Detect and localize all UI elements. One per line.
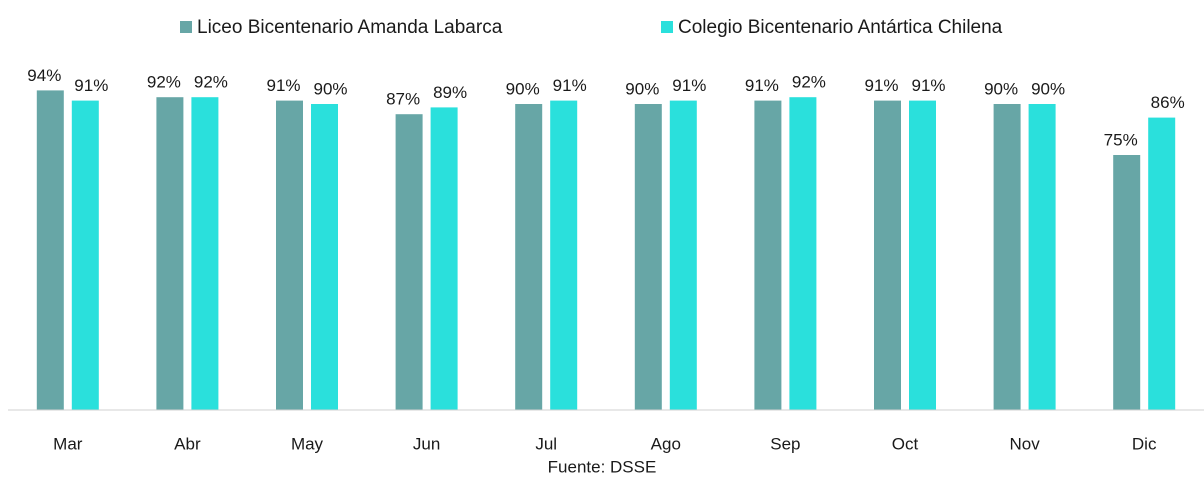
x-tick-label: Jun [413, 434, 440, 453]
data-label: 94% [27, 66, 61, 85]
data-label: 92% [194, 73, 228, 92]
data-label: 91% [911, 76, 945, 95]
source: Fuente: DSSE [548, 457, 657, 476]
bar [909, 100, 936, 410]
bar [71, 100, 99, 410]
data-label: 91% [745, 76, 779, 95]
data-label: 90% [984, 79, 1018, 98]
bar [311, 104, 338, 410]
bar [1148, 117, 1176, 410]
x-tick-label: May [291, 434, 324, 453]
data-label: 91% [74, 76, 108, 95]
data-label: 91% [672, 76, 706, 95]
data-label: 92% [792, 73, 826, 92]
x-tick-label: Ago [651, 434, 681, 453]
data-label: 92% [147, 73, 181, 92]
x-tick-label: Oct [892, 434, 919, 453]
bar [276, 100, 303, 410]
bar [874, 100, 901, 410]
data-label: 90% [1031, 79, 1065, 98]
legend-label: Colegio Bicentenario Antártica Chilena [678, 17, 1003, 38]
data-label: 89% [433, 83, 467, 102]
bar [754, 100, 782, 410]
bar [993, 104, 1021, 410]
x-tick-label: Sep [770, 434, 800, 453]
bar [1028, 104, 1056, 410]
legend-label: Liceo Bicentenario Amanda Labarca [197, 17, 503, 38]
x-tick-label: Abr [174, 434, 201, 453]
bar [156, 97, 184, 410]
bar [789, 97, 817, 410]
x-tick-label: Dic [1132, 434, 1157, 453]
bar [36, 90, 64, 411]
data-label: 90% [625, 79, 659, 98]
bar [430, 107, 458, 411]
bar [1113, 155, 1141, 410]
data-label: 91% [553, 76, 587, 95]
bar [634, 104, 662, 410]
bar [191, 97, 219, 410]
data-label: 87% [386, 90, 420, 109]
data-label: 90% [506, 79, 540, 98]
bar [669, 100, 697, 410]
legend-swatch [661, 21, 673, 33]
legend-swatch [180, 21, 192, 33]
bar [395, 114, 423, 410]
x-tick-label: Jul [535, 434, 557, 453]
data-label: 91% [864, 76, 898, 95]
bar [515, 104, 543, 410]
bar [550, 100, 578, 410]
x-tick-label: Mar [53, 434, 83, 453]
data-label: 86% [1151, 93, 1185, 112]
data-label: 90% [313, 79, 347, 98]
data-label: 91% [266, 76, 300, 95]
x-tick-label: Nov [1009, 434, 1040, 453]
data-label: 75% [1104, 130, 1138, 149]
